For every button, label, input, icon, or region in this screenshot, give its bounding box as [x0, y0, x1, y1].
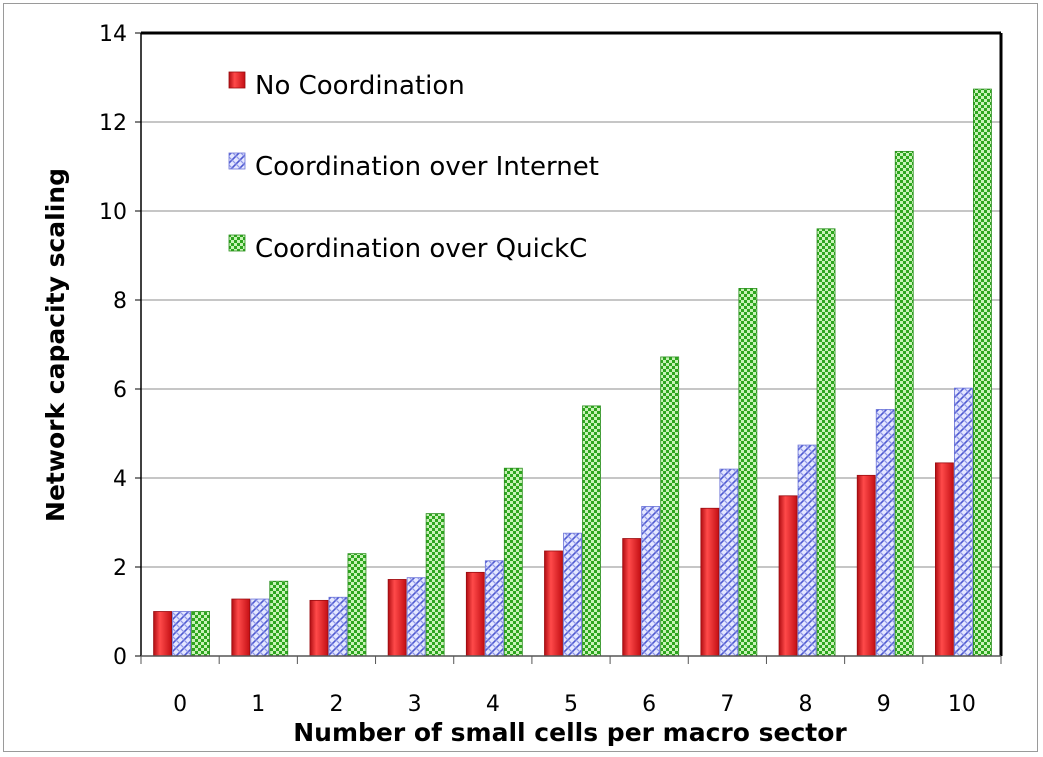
- bar-no-coordination-6: [622, 538, 642, 657]
- y-axis-title: Network capacity scaling: [41, 168, 70, 522]
- bar-coordination-over-internet-10: [954, 387, 973, 657]
- x-tick-label: 4: [486, 692, 500, 717]
- bar-no-coordination-2: [309, 599, 329, 657]
- bar-coordination-over-internet-6: [641, 506, 661, 657]
- x-tick-label: 3: [408, 692, 422, 717]
- bar-coordination-over-internet-5: [563, 532, 582, 657]
- x-tick-label: 9: [877, 692, 891, 717]
- x-tick-label: 6: [642, 692, 656, 717]
- legend: No Coordination Coordination over Intern…: [228, 71, 599, 264]
- y-tick-label: 0: [113, 645, 127, 670]
- bar-coordination-over-quickc-0: [191, 611, 210, 657]
- axes: [135, 31, 1003, 664]
- x-tick-label: 0: [173, 692, 187, 717]
- bar-coordination-over-internet-0: [172, 611, 191, 657]
- bar-coordination-over-internet-3: [406, 577, 426, 657]
- y-tick-label: 12: [99, 111, 127, 136]
- bar-coordination-over-quickc-3: [425, 513, 445, 657]
- y-tick-label: 8: [113, 289, 127, 314]
- bar-no-coordination-9: [856, 474, 876, 657]
- bar-coordination-over-internet-1: [250, 598, 270, 657]
- x-tick-label: 1: [251, 692, 265, 717]
- y-tick-label: 2: [113, 556, 127, 581]
- bar-no-coordination-0: [153, 611, 172, 657]
- bar-coordination-over-quickc-2: [347, 553, 367, 657]
- bar-no-coordination-3: [387, 579, 407, 657]
- bar-coordination-over-quickc-1: [269, 580, 289, 657]
- legend-swatch-coordination-internet: [228, 152, 246, 170]
- x-tick-label: 7: [720, 692, 734, 717]
- bar-coordination-over-internet-4: [484, 560, 504, 657]
- legend-swatch-no-coordination: [228, 71, 246, 89]
- bar-no-coordination-8: [778, 495, 798, 657]
- x-axis-title: Number of small cells per macro sector: [293, 718, 847, 747]
- bar-coordination-over-quickc-6: [660, 356, 680, 657]
- x-tick-label: 5: [564, 692, 578, 717]
- bar-coordination-over-quickc-4: [503, 467, 523, 657]
- y-tick-label: 14: [99, 22, 127, 47]
- bar-coordination-over-internet-8: [797, 444, 817, 657]
- bar-coordination-over-quickc-9: [894, 150, 914, 657]
- bar-coordination-over-internet-2: [328, 596, 348, 657]
- bar-no-coordination-7: [700, 507, 720, 657]
- legend-label-no-coordination: No Coordination: [255, 71, 465, 101]
- legend-label-coordination-internet: Coordination over Internet: [255, 152, 599, 182]
- x-tick-label: 10: [948, 692, 976, 717]
- legend-swatch-coordination-quickc: [228, 234, 246, 252]
- bar-coordination-over-internet-7: [719, 468, 739, 657]
- x-tick-label: 2: [329, 692, 343, 717]
- bar-no-coordination-4: [465, 571, 485, 657]
- bar-coordination-over-quickc-7: [738, 288, 758, 657]
- bar-no-coordination-10: [935, 462, 954, 657]
- legend-label-coordination-quickc: Coordination over QuickC: [255, 234, 587, 264]
- y-tick-label: 10: [99, 200, 127, 225]
- bar-coordination-over-quickc-10: [973, 88, 992, 657]
- bar-no-coordination-1: [231, 598, 251, 657]
- bar-coordination-over-quickc-8: [816, 228, 836, 657]
- bars: [153, 88, 992, 657]
- y-tick-label: 6: [113, 378, 127, 403]
- bar-coordination-over-quickc-5: [582, 405, 601, 657]
- x-tick-label: 8: [799, 692, 813, 717]
- bar-coordination-over-internet-9: [875, 409, 895, 657]
- bar-no-coordination-5: [544, 550, 563, 657]
- y-tick-label: 4: [113, 467, 127, 492]
